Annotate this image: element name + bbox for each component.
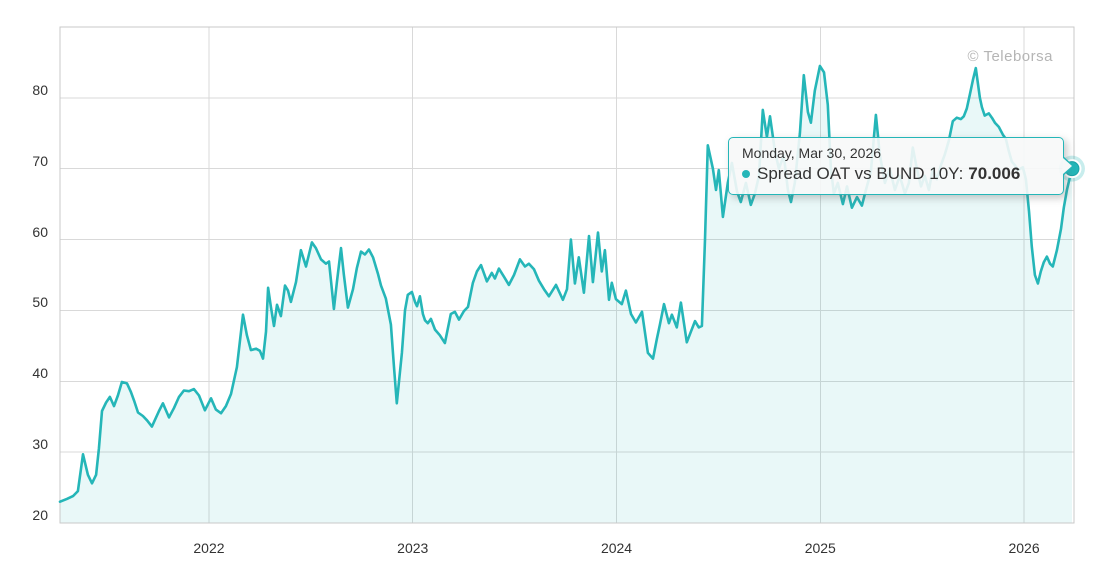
y-axis-label: 60 (32, 223, 48, 240)
y-axis-label: 70 (32, 152, 48, 169)
x-axis-label: 2025 (804, 540, 836, 556)
y-axis-label: 30 (32, 436, 48, 453)
y-axis-label: 40 (32, 365, 48, 382)
y-axis-label: 80 (32, 81, 48, 98)
tooltip-callout-arrow (1062, 156, 1074, 176)
y-axis-label: 50 (32, 294, 48, 311)
x-axis-label: 2022 (193, 540, 225, 556)
x-axis-label: 2026 (1008, 540, 1040, 556)
tooltip: Monday, Mar 30, 2026 Spread OAT vs BUND … (728, 137, 1074, 195)
x-axis-label: 2023 (397, 540, 429, 556)
plot-border (59, 26, 1075, 524)
tooltip-series-label: Spread OAT vs BUND 10Y: (757, 164, 964, 183)
watermark: © Teleborsa (967, 48, 1053, 65)
series-bullet-icon (742, 170, 750, 178)
y-axis-label: 20 (32, 507, 48, 523)
tooltip-value: 70.006 (968, 164, 1021, 183)
x-axis-label: 2024 (600, 540, 633, 556)
tooltip-series-row: Spread OAT vs BUND 10Y: 70.006 (742, 164, 1051, 184)
tooltip-date: Monday, Mar 30, 2026 (742, 145, 882, 161)
